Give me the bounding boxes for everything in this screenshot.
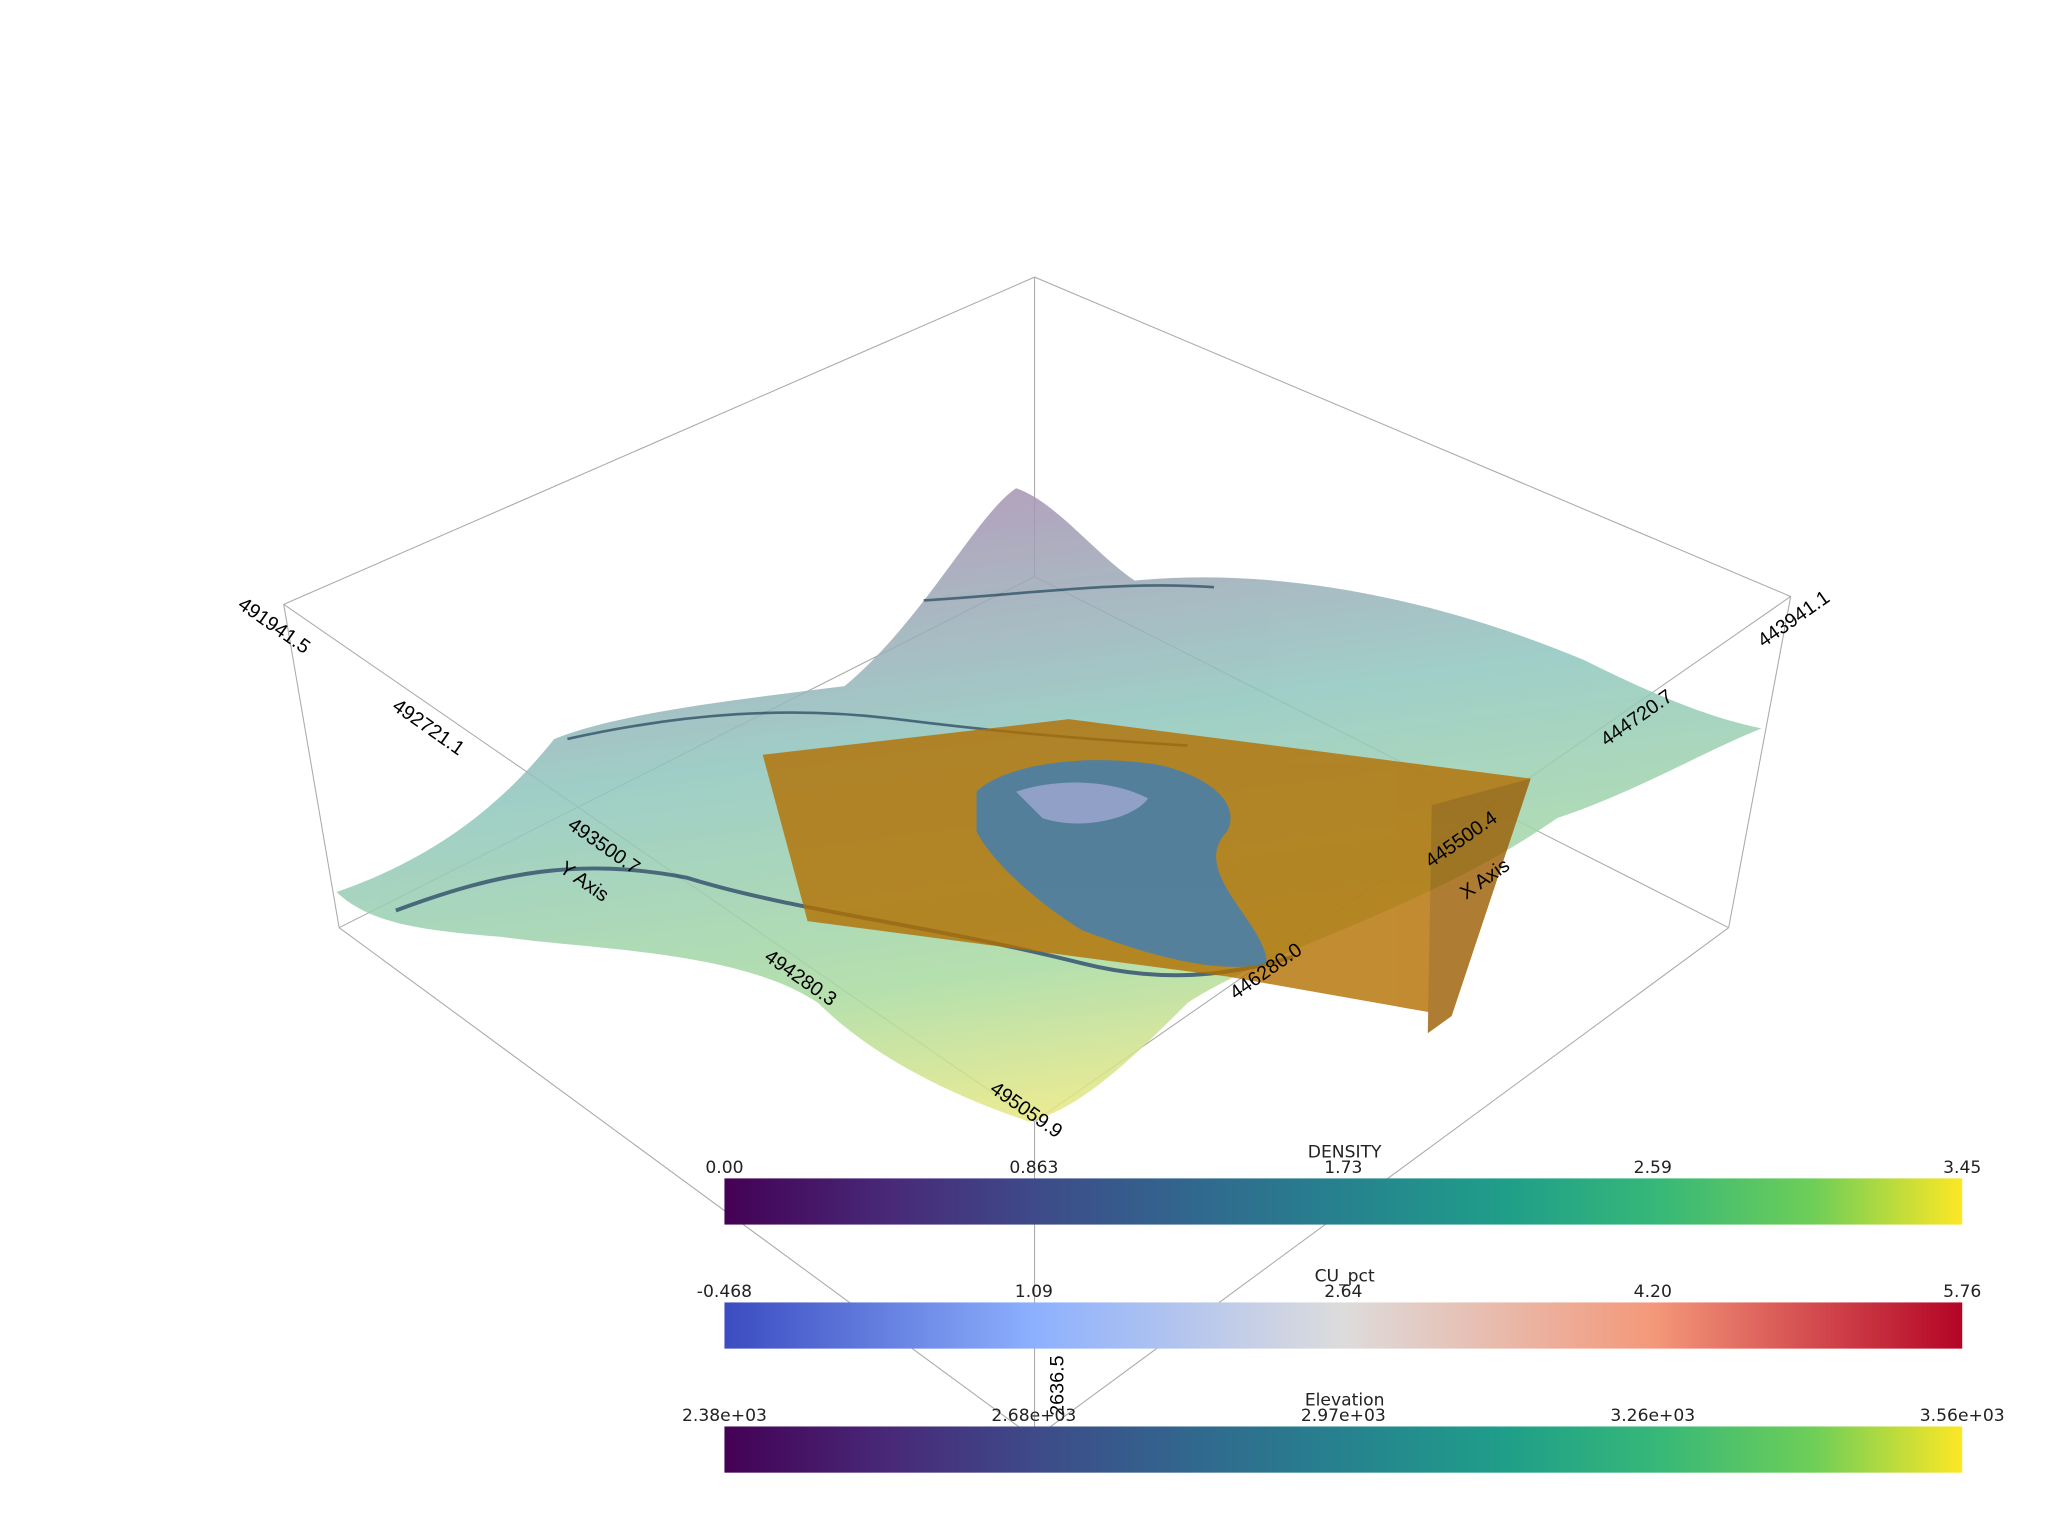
scalar-bar-label: 4.20: [1634, 1282, 1672, 1302]
scalar-bar-label: 2.97e+03: [1301, 1406, 1386, 1426]
scalar-bar-title: DENSITY: [1308, 1142, 1382, 1162]
color-ramp: [724, 1178, 1963, 1225]
scalar-bar-label: 2.68e+03: [991, 1406, 1076, 1426]
y-axis-label: 491941.5: [234, 593, 314, 658]
scalar-bar-label: 3.56e+03: [1920, 1406, 2005, 1426]
scalar-bar-label: 0.863: [1009, 1158, 1058, 1178]
z-axis-label: 2636.5: [1047, 1355, 1069, 1416]
scalar-bar-label: 1.09: [1015, 1282, 1053, 1302]
scalar-bar-label: 2.38e+03: [682, 1406, 767, 1426]
scalar-bar: CU_pct -0.468 1.09 2.64 4.20 5.76: [697, 1266, 1981, 1349]
scalar-bar-label: -0.468: [697, 1282, 752, 1302]
scalar-bar-label: 5.76: [1943, 1282, 1981, 1302]
scalar-bar-label: 3.26e+03: [1610, 1406, 1695, 1426]
scalar-bar-label: 2.64: [1324, 1282, 1362, 1302]
scalar-bar-label: 3.45: [1943, 1158, 1981, 1178]
color-ramp: [724, 1302, 1963, 1349]
color-ramp: [724, 1426, 1963, 1473]
scalar-bar-label: 1.73: [1324, 1158, 1362, 1178]
scalar-bar-title: Elevation: [1305, 1390, 1385, 1410]
scalar-bar: DENSITY 0.00 0.863 1.73 2.59 3.45: [705, 1142, 1981, 1225]
scalar-bars: DENSITY 0.00 0.863 1.73 2.59 3.45 CU_pct -0.468…: [682, 1142, 2005, 1473]
scalar-bar-label: 0.00: [705, 1158, 743, 1178]
x-axis-label: 443941.1: [1754, 587, 1834, 652]
ore-body: [976, 760, 1267, 967]
scalar-bar: Elevation 2.38e+03 2.68e+03 2.97e+03 3.26e+0…: [682, 1390, 2005, 1473]
scalar-bar-title: CU_pct: [1315, 1266, 1375, 1286]
scalar-bar-label: 2.59: [1634, 1158, 1672, 1178]
